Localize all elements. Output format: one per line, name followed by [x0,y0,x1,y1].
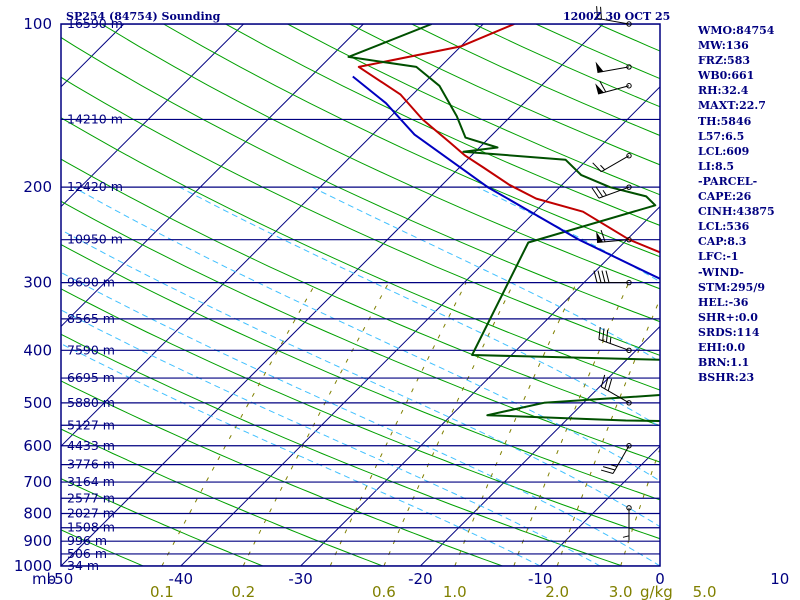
pressure-tick-label: 600 [23,437,52,455]
sounding-index-item: LCL:536 [698,220,750,234]
height-label: 9690 m [67,275,115,290]
isotherm-line [180,86,660,566]
height-label: 34 m [67,558,99,573]
sounding-index-item: L57:6.5 [698,129,745,143]
wind-barb [595,61,632,73]
wind-barb [596,229,632,243]
temperature-profile [357,24,660,254]
sounding-index-item: WB0:661 [698,69,755,83]
mixing-ratio-tick-label: 0.2 [231,583,255,600]
height-label: 5880 m [67,395,115,410]
height-label: 3776 m [67,457,115,472]
sounding-index-item: CAPE:26 [698,190,752,204]
sounding-index-item: TH:5846 [698,114,752,128]
sounding-index-item: FRZ:583 [698,54,751,68]
pressure-tick-label: 200 [23,178,52,196]
height-label: 14210 m [67,111,123,126]
sounding-index-item: -WIND- [698,265,744,279]
sounding-index-item: -PARCEL- [698,174,758,188]
sounding-index-item: LFC:-1 [698,250,739,264]
isotherm-line [300,205,660,566]
chart-title-station: SP254 (84754) Sounding [66,10,221,23]
height-label: 10950 m [67,232,123,247]
height-label: 6695 m [67,370,115,385]
sounding-index-item: CINH:43875 [698,205,775,219]
mixing-ratio-tick-label: 3.0 [609,583,633,600]
isotherm-line [420,325,660,566]
isotherm-line [61,24,484,447]
height-label: 3164 m [67,474,115,489]
mixing-ratio-line [242,282,390,566]
wind-barb [596,6,632,27]
sounding-index-item: HEL:-36 [698,295,749,309]
sounding-index-item: RH:32.4 [698,84,749,98]
pressure-unit-label: mb [32,570,56,588]
mixing-ratio-tick-label: 1.0 [443,583,467,600]
temperature-tick-label: -10 [528,570,553,588]
pressure-tick-label: 1000 [14,557,52,575]
height-label: 12420 m [67,179,123,194]
wind-barb [598,327,632,354]
height-label: 1508 m [67,520,115,535]
sounding-index-item: WMO:84754 [698,24,775,37]
isotherm-line [61,24,364,328]
wind-barb [592,153,632,173]
pressure-tick-label: 100 [23,15,52,33]
height-label: 7590 m [67,342,115,357]
sounding-index-item: BSHR:23 [698,371,755,385]
sounding-indices-list: WMO:84754 MW:136 FRZ:583 WB0:661 RH:32.4 MAXT… [698,23,775,385]
pressure-tick-label: 900 [23,532,52,550]
sounding-index-item: EHI:0.0 [698,340,746,354]
height-label: 2577 m [67,490,115,505]
height-label: 2027 m [67,505,115,520]
height-label: 8565 m [67,311,115,326]
sounding-index-item: MAXT:22.7 [698,99,766,113]
dewpoint-profile [347,24,660,423]
moist-adiabat-line [61,309,601,566]
sounding-index-item: SRDS:114 [698,325,760,339]
temperature-tick-label: -50 [49,570,74,588]
isotherm-line [539,445,660,566]
pressure-tick-label: 800 [23,504,52,522]
temperature-tick-label: 10 [770,570,789,588]
sounding-index-item: LI:8.5 [698,159,735,173]
temperature-tick-label: 0 [655,570,665,588]
pressure-tick-label: 700 [23,473,52,491]
sounding-index-item: BRN:1.1 [698,356,750,370]
plot-frame [60,23,661,567]
temperature-tick-label: -40 [169,570,194,588]
temperature-tick-label: -30 [288,570,313,588]
mixing-ratio-tick-label: 0.1 [150,583,174,600]
sounding-index-item: CAP:8.3 [698,235,747,249]
height-label: 506 m [67,546,107,561]
height-label: 4433 m [67,438,115,453]
wind-barb [593,270,632,286]
pressure-tick-label: 500 [23,394,52,412]
sounding-index-item: LCL:609 [698,144,750,158]
height-label: 16590 m [67,16,123,31]
height-label: 996 m [67,533,107,548]
height-label: 5127 m [67,417,115,432]
wind-barb [595,80,632,95]
sounding-index-item: STM:295/9 [698,280,765,294]
wind-barb [591,184,632,199]
mixing-ratio-unit-label: g/kg [640,583,673,600]
mixing-ratio-tick-label: 2.0 [545,583,569,600]
chart-title-time: 1200Z 30 OCT 25 [563,10,670,23]
mixing-ratio-tick-label: 5.0 [693,583,717,600]
wind-barb [622,505,632,540]
sounding-index-item: MW:136 [698,39,749,53]
mixing-ratio-tick-label: 0.6 [372,583,396,600]
pressure-tick-label: 400 [23,341,52,359]
pressure-tick-label: 300 [23,274,52,292]
isotherm-line [61,24,244,208]
sounding-index-item: SHR+:0.0 [698,310,758,324]
moist-adiabat-line [179,186,660,428]
wind-barb [600,443,632,474]
temperature-tick-label: -20 [408,570,433,588]
wind-barb [600,374,632,406]
parcel-trace [352,75,660,280]
